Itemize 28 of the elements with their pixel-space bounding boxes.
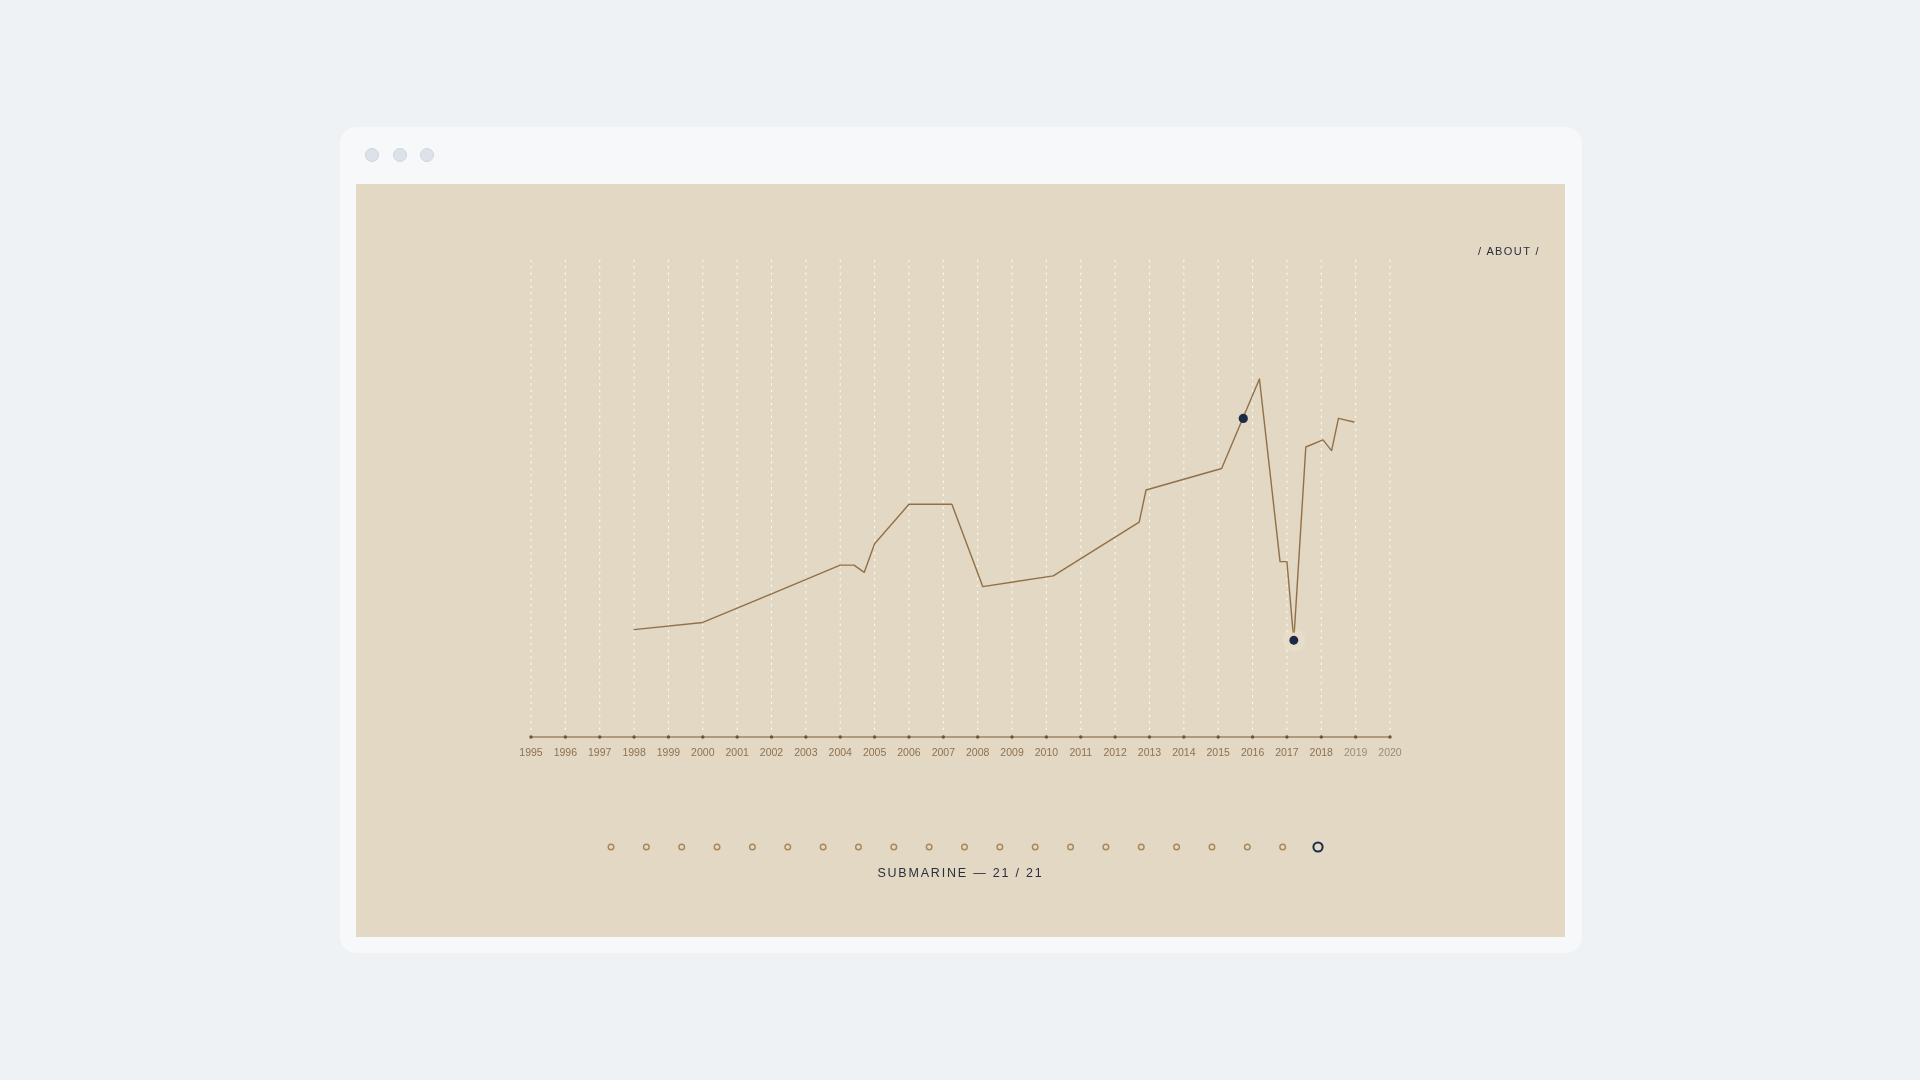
text: SUBMARINE — 21 / 21 xyxy=(877,866,1044,880)
text: / ABOUT / xyxy=(1478,245,1540,257)
x-tick-label: 2000 xyxy=(691,746,715,758)
x-tick-label: 2001 xyxy=(725,746,749,758)
x-tick-label: 2009 xyxy=(1000,746,1024,758)
x-tick-label: 2015 xyxy=(1206,746,1231,758)
x-tick-label: 2006 xyxy=(897,746,921,758)
x-tick-label: 1999 xyxy=(656,746,681,758)
x-tick-label: 2018 xyxy=(1309,746,1334,758)
x-tick-label: 2008 xyxy=(966,746,990,758)
x-tick-label: 1998 xyxy=(622,746,646,758)
x-tick-label: 2016 xyxy=(1240,746,1265,758)
x-tick-label: 2004 xyxy=(828,746,853,758)
x-tick-label: 2002 xyxy=(759,746,784,758)
x-tick-label: 2007 xyxy=(931,746,956,758)
x-tick-label: 2012 xyxy=(1103,746,1127,758)
x-tick-label: 2013 xyxy=(1137,746,1162,758)
x-tick-label: 2011 xyxy=(1069,746,1093,758)
x-tick-label: 1995 xyxy=(519,746,543,758)
x-tick-label: 2019 xyxy=(1343,746,1368,758)
x-tick-label: 2014 xyxy=(1172,746,1196,758)
x-tick-label: 2005 xyxy=(862,746,887,758)
x-tick-label: 2003 xyxy=(794,746,818,758)
x-tick-label: 2017 xyxy=(1275,746,1299,758)
x-tick-label: 2010 xyxy=(1034,746,1059,758)
x-tick-label: 2020 xyxy=(1378,746,1402,758)
x-tick-label: 1997 xyxy=(588,746,612,758)
x-tick-label: 1996 xyxy=(553,746,578,758)
